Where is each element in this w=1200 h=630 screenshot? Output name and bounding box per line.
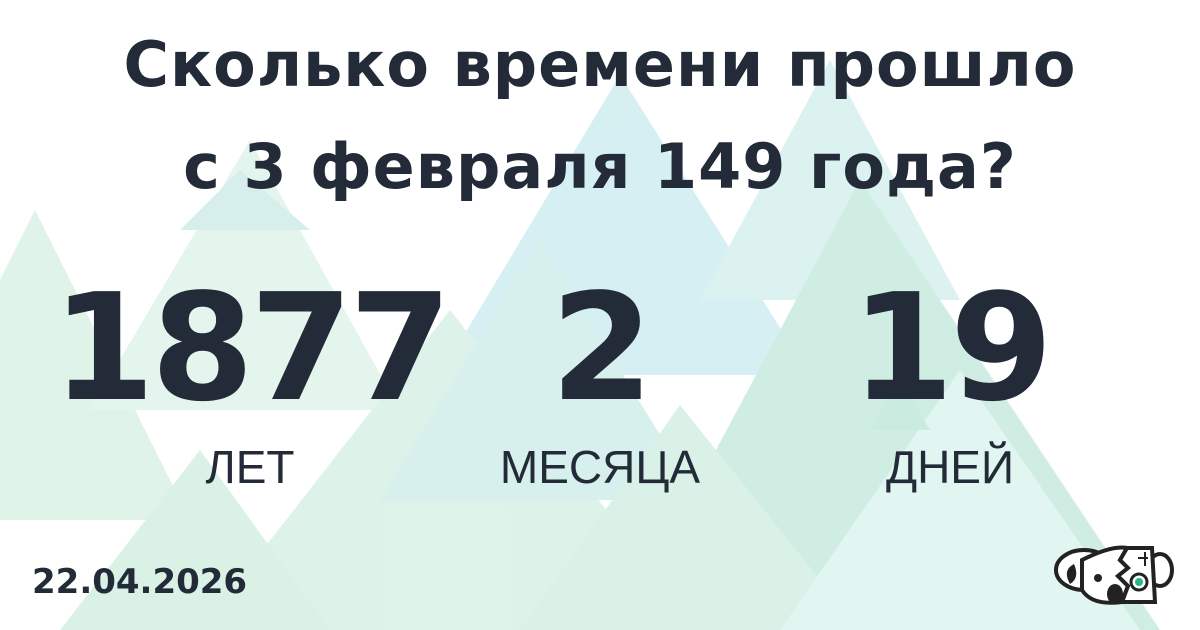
bg-triangle	[520, 405, 860, 630]
days-label: ДНЕЙ	[885, 441, 1015, 493]
koala-robot-logo-icon	[1054, 545, 1174, 605]
current-date: 22.04.2026	[32, 562, 248, 602]
title-line-1: Сколько времени прошло	[123, 28, 1077, 101]
days-value: 19	[851, 262, 1053, 434]
bg-triangle	[60, 450, 330, 630]
bg-triangle	[0, 210, 190, 520]
bg-triangle	[380, 240, 700, 500]
years-value: 1877	[52, 262, 452, 434]
title-line-2: с 3 февраля 149 года?	[183, 130, 1017, 203]
bg-triangle	[180, 170, 310, 230]
bg-triangle	[780, 370, 1140, 630]
bg-triangle	[870, 380, 930, 430]
months-value: 2	[550, 262, 654, 434]
years-label: ЛЕТ	[205, 441, 295, 493]
months-label: МЕСЯЦА	[499, 441, 701, 493]
bg-triangle	[90, 140, 400, 410]
